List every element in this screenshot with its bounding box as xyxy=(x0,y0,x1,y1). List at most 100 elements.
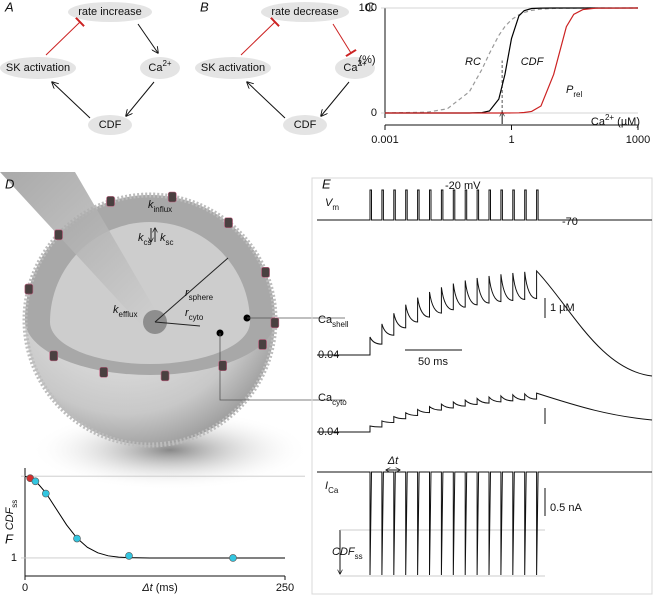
interval-label: Δt xyxy=(387,455,399,467)
data-point xyxy=(31,477,40,486)
node-label: rate increase xyxy=(78,6,142,18)
channel xyxy=(106,196,115,207)
edge xyxy=(321,81,350,116)
radius-label: rsphere xyxy=(185,287,214,302)
channel xyxy=(160,370,170,382)
node-label: SK activation xyxy=(201,62,265,74)
node xyxy=(335,57,375,79)
x-tick-label: 0.001 xyxy=(371,134,399,146)
rate-label: kefflux xyxy=(113,304,137,319)
series-label: CDF xyxy=(521,56,545,68)
label-part: 2+ xyxy=(357,59,366,68)
scale-label: 1 µM xyxy=(550,302,575,314)
channel xyxy=(24,283,34,295)
axis-label: CDFss xyxy=(4,500,19,531)
panel-label: D xyxy=(5,176,14,191)
trace-label: CDFss xyxy=(332,546,363,561)
label-part: cs xyxy=(144,238,152,247)
data-point xyxy=(73,534,81,543)
label-part: cyto xyxy=(332,398,347,407)
node-label: SK activation xyxy=(6,62,70,74)
node-label: Ca2+ xyxy=(148,59,172,74)
scale-label: 0.5 nA xyxy=(550,502,582,514)
trace-label: Vm xyxy=(325,197,339,212)
y-tick-label: 100 xyxy=(359,2,377,14)
rate-label: kcs xyxy=(138,232,152,247)
edges xyxy=(45,16,357,119)
label-part: Ca xyxy=(148,62,163,74)
x-tick-label: 1000 xyxy=(626,134,650,146)
data-point xyxy=(125,552,133,560)
channel xyxy=(167,191,177,203)
label-part: CDF xyxy=(332,546,356,558)
y-tick-label: 0 xyxy=(371,107,377,119)
label-part: shell xyxy=(332,320,349,329)
trace xyxy=(317,471,652,576)
label-part: CDF xyxy=(4,506,16,530)
node xyxy=(283,115,327,135)
trace xyxy=(317,189,652,221)
axis-label: Ca2+ (µM) xyxy=(591,113,640,128)
scale-label: 50 ms xyxy=(418,356,448,368)
channel xyxy=(218,360,228,372)
label-part: cyto xyxy=(189,313,204,322)
label-part: P xyxy=(566,84,574,96)
label-part: Δt xyxy=(141,582,153,594)
pipette xyxy=(0,172,160,324)
label-part: m xyxy=(332,203,339,212)
node-label: rate decrease xyxy=(271,6,338,18)
label-part: Ca xyxy=(318,392,333,404)
trace xyxy=(317,269,653,377)
label-part: (ms) xyxy=(153,582,178,594)
label-part: r xyxy=(185,287,190,299)
trace xyxy=(317,392,653,433)
y-tick-label: 1 xyxy=(11,552,17,564)
panel-label: E xyxy=(322,176,331,191)
channel xyxy=(270,317,280,329)
node-label: CDF xyxy=(294,119,317,131)
radius-line xyxy=(154,257,229,323)
label-part: influx xyxy=(154,205,173,214)
node xyxy=(0,57,76,79)
x-tick-label: 1 xyxy=(508,134,514,146)
rate-label: kinflux xyxy=(148,199,172,214)
node xyxy=(68,2,152,22)
label-part: rel xyxy=(573,90,582,99)
label-part: ss xyxy=(10,500,19,508)
rate-label: ksc xyxy=(160,232,174,247)
trace-label: -70 xyxy=(562,216,578,228)
x-tick-label: 250 xyxy=(276,582,294,594)
label-part: I xyxy=(325,480,328,492)
trace-label: ICa xyxy=(325,480,339,495)
x-tick-label: 0 xyxy=(22,582,28,594)
label-part: Ca xyxy=(591,116,606,128)
channel xyxy=(54,229,63,241)
node-label: Ca2+ xyxy=(343,59,367,74)
trace-label: Cashell xyxy=(318,314,349,329)
channel xyxy=(224,217,233,229)
edge xyxy=(137,23,158,53)
label-part: ss xyxy=(355,552,363,561)
panel-label: F xyxy=(5,531,14,546)
inhibition xyxy=(332,23,357,58)
edge xyxy=(52,82,91,119)
label-part: (µM) xyxy=(614,116,640,128)
connector xyxy=(219,333,345,401)
series-label: RC xyxy=(465,56,481,68)
series-line xyxy=(385,7,639,114)
series-line xyxy=(385,7,638,114)
inhibition xyxy=(45,16,85,56)
label-part: Ca xyxy=(318,314,333,326)
node xyxy=(195,57,271,79)
cell-model xyxy=(0,172,345,490)
label-part: Ca xyxy=(343,62,358,74)
label-part: k xyxy=(138,232,144,244)
label-part: efflux xyxy=(119,310,138,319)
radius-label: rcyto xyxy=(185,307,204,322)
panel-e-frame xyxy=(311,177,653,595)
label-part: V xyxy=(325,197,334,209)
panel-label: C xyxy=(365,0,375,14)
node xyxy=(88,115,132,135)
node-label: CDF xyxy=(99,119,122,131)
